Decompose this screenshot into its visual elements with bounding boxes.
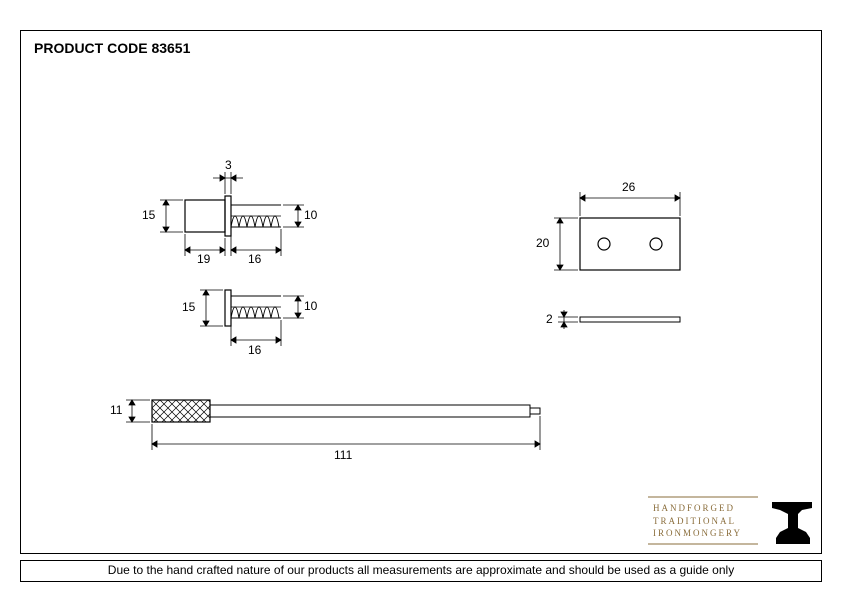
part5-key [126, 400, 540, 450]
dim-p1-19: 19 [197, 252, 210, 266]
dim-p3-20: 20 [536, 236, 549, 250]
technical-drawing [0, 0, 842, 596]
part4-plate-side [558, 310, 680, 329]
part3-plate [554, 192, 680, 270]
dim-p5-111: 111 [334, 448, 352, 462]
dim-p1-3: 3 [225, 158, 232, 172]
dim-p2-10: 10 [304, 299, 317, 313]
dim-p1-10: 10 [304, 208, 317, 222]
part2-flange-spring [200, 290, 304, 346]
dim-p2-15: 15 [182, 300, 195, 314]
dim-p5-11: 11 [110, 403, 122, 417]
anvil-logo-icon [772, 502, 812, 544]
dim-p4-2: 2 [546, 312, 553, 326]
brand-divider-lines [648, 497, 758, 544]
dim-p1-15: 15 [142, 208, 155, 222]
dim-p1-16: 16 [248, 252, 261, 266]
dim-p3-26: 26 [622, 180, 635, 194]
dim-p2-16: 16 [248, 343, 261, 357]
part1-block-spring [160, 172, 304, 256]
